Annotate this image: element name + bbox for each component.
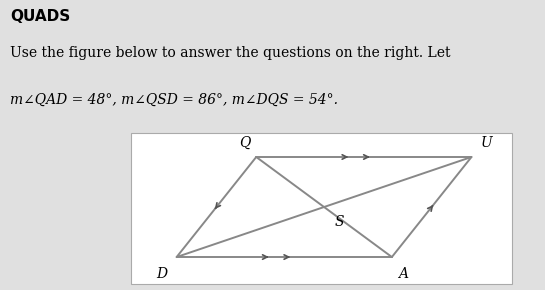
Text: m∠QAD = 48°, m∠QSD = 86°, m∠DQS = 54°.: m∠QAD = 48°, m∠QSD = 86°, m∠DQS = 54°. [10,93,338,107]
Text: U: U [480,136,492,150]
Text: A: A [398,267,408,281]
Text: Q: Q [239,136,250,150]
Text: S: S [335,215,344,229]
Text: QUADS: QUADS [10,9,70,24]
Text: D: D [156,267,168,281]
Text: Use the figure below to answer the questions on the right. Let: Use the figure below to answer the quest… [10,46,450,60]
